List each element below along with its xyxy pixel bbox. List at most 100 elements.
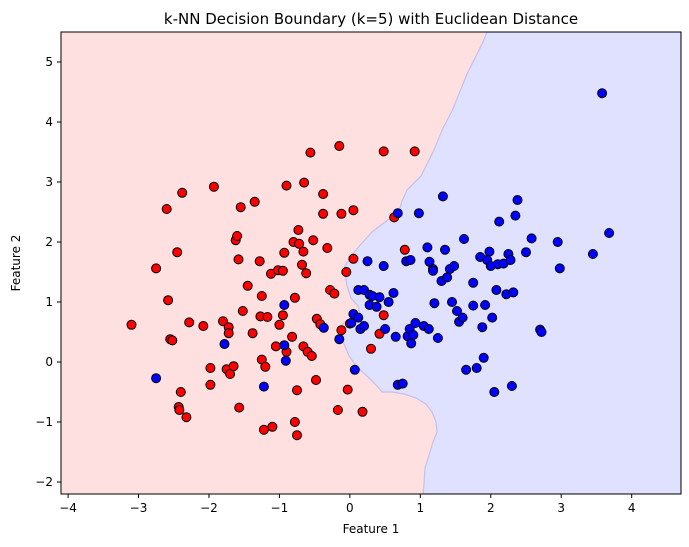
- class-1-point: [151, 373, 162, 384]
- class-0-point: [172, 247, 183, 258]
- class-0-point: [198, 321, 209, 331]
- y-tick-label: 1: [45, 295, 53, 309]
- class-0-point: [274, 319, 285, 330]
- class-1-points: [151, 88, 615, 397]
- class-0-point: [289, 292, 300, 303]
- class-0-point: [348, 253, 359, 264]
- class-0-point: [234, 402, 245, 413]
- class-0-point: [237, 306, 248, 316]
- class-0-point: [223, 328, 234, 339]
- class-1-point: [408, 330, 419, 340]
- class-1-point: [405, 255, 416, 265]
- class-1-point: [452, 306, 462, 316]
- y-tick-label: 3: [45, 175, 53, 189]
- class-0-point: [297, 259, 307, 270]
- class-1-point: [457, 312, 468, 323]
- class-0-point: [301, 268, 312, 279]
- class-0-point: [306, 351, 317, 361]
- class-1-point: [280, 355, 291, 366]
- class-1-point: [437, 191, 448, 202]
- class-1-point: [219, 339, 230, 349]
- class-0-point: [366, 343, 376, 354]
- class-1-point: [554, 263, 565, 274]
- y-tick-label: 4: [45, 115, 53, 129]
- class-0-point: [205, 379, 216, 390]
- x-tick-label: −2: [200, 501, 218, 515]
- class-0-point: [208, 181, 219, 192]
- class-1-point: [334, 334, 345, 345]
- class-0-point: [177, 187, 188, 198]
- class-0-point: [305, 147, 316, 158]
- y-tick-label: 0: [45, 355, 53, 369]
- class-1-point: [428, 265, 438, 276]
- x-tick-label: 1: [416, 501, 424, 515]
- class-0-point: [341, 267, 352, 277]
- class-1-point: [477, 322, 488, 333]
- class-0-point: [292, 430, 302, 441]
- class-1-point: [552, 237, 563, 247]
- class-1-point: [440, 244, 450, 255]
- chart-title: k-NN Decision Boundary (k=5) with Euclid…: [164, 10, 578, 28]
- class-0-point: [308, 235, 319, 246]
- class-0-point: [262, 312, 273, 322]
- class-0-point: [298, 246, 309, 257]
- class-1-point: [506, 381, 517, 391]
- class-0-point: [399, 244, 410, 255]
- y-tick-label: −2: [35, 475, 53, 489]
- plot-frame: [60, 31, 682, 495]
- class-1-point: [510, 210, 521, 221]
- class-1-point: [521, 247, 531, 258]
- class-1-point: [491, 285, 502, 295]
- class-0-point: [299, 177, 310, 188]
- x-tick-label: −3: [130, 501, 148, 515]
- x-tick-label: 4: [628, 501, 636, 515]
- class-1-point: [468, 300, 479, 311]
- class-1-point: [480, 300, 491, 310]
- class-1-point: [422, 242, 433, 253]
- class-1-point: [362, 256, 373, 267]
- class-1-point: [406, 338, 417, 349]
- class-1-point: [459, 234, 469, 244]
- class-0-point: [235, 202, 246, 213]
- class-0-point: [184, 317, 195, 328]
- class-1-point: [447, 297, 457, 307]
- class-0-point: [287, 331, 298, 342]
- class-1-point: [604, 228, 615, 238]
- class-0-point: [232, 231, 243, 241]
- class-1-point: [461, 364, 472, 375]
- class-0-point: [233, 254, 244, 265]
- class-1-point: [442, 272, 453, 283]
- class-0-point: [167, 335, 178, 346]
- class-0-points: [126, 141, 420, 441]
- x-axis-label: Feature 1: [343, 522, 400, 536]
- class-0-point: [311, 375, 321, 385]
- y-axis: −2 −1 0 1 2 3 4 5: [35, 55, 61, 489]
- class-1-point: [478, 352, 489, 363]
- class-0-point: [254, 256, 265, 267]
- class-0-point: [218, 316, 228, 327]
- class-0-point: [281, 180, 292, 191]
- class-1-point: [471, 363, 482, 373]
- class-1-point: [318, 322, 329, 333]
- class-0-point: [293, 225, 304, 235]
- class-0-point: [318, 208, 329, 219]
- class-1-point: [374, 292, 385, 303]
- class-1-point: [388, 288, 399, 298]
- class-1-point: [390, 331, 401, 342]
- class-0-point: [247, 328, 258, 339]
- class-1-point: [410, 318, 421, 328]
- class-1-point: [449, 261, 460, 271]
- class-1-point: [526, 233, 537, 244]
- class-1-point: [484, 246, 495, 257]
- y-tick-label: 5: [45, 55, 53, 69]
- class-0-point: [294, 238, 305, 249]
- x-tick-label: 2: [487, 501, 495, 515]
- class-0-point: [174, 405, 185, 415]
- class-1-point: [597, 88, 608, 99]
- class-1-point: [349, 364, 360, 375]
- class-1-point: [468, 277, 479, 288]
- class-0-point: [292, 385, 302, 396]
- class-1-point: [512, 195, 523, 205]
- class-0-point: [267, 421, 278, 432]
- y-axis-label: Feature 2: [9, 235, 23, 292]
